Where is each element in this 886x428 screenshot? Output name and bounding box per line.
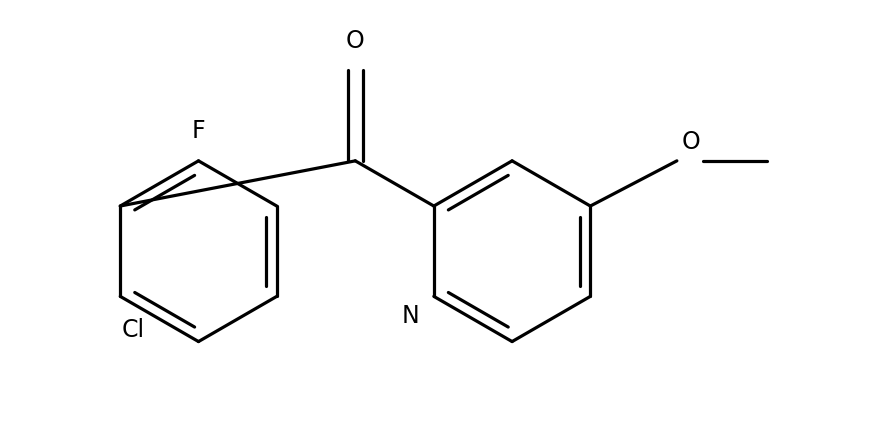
Text: O: O [681, 130, 700, 154]
Text: Cl: Cl [121, 318, 144, 342]
Text: F: F [191, 119, 206, 143]
Text: N: N [401, 303, 419, 327]
Text: O: O [346, 29, 365, 53]
